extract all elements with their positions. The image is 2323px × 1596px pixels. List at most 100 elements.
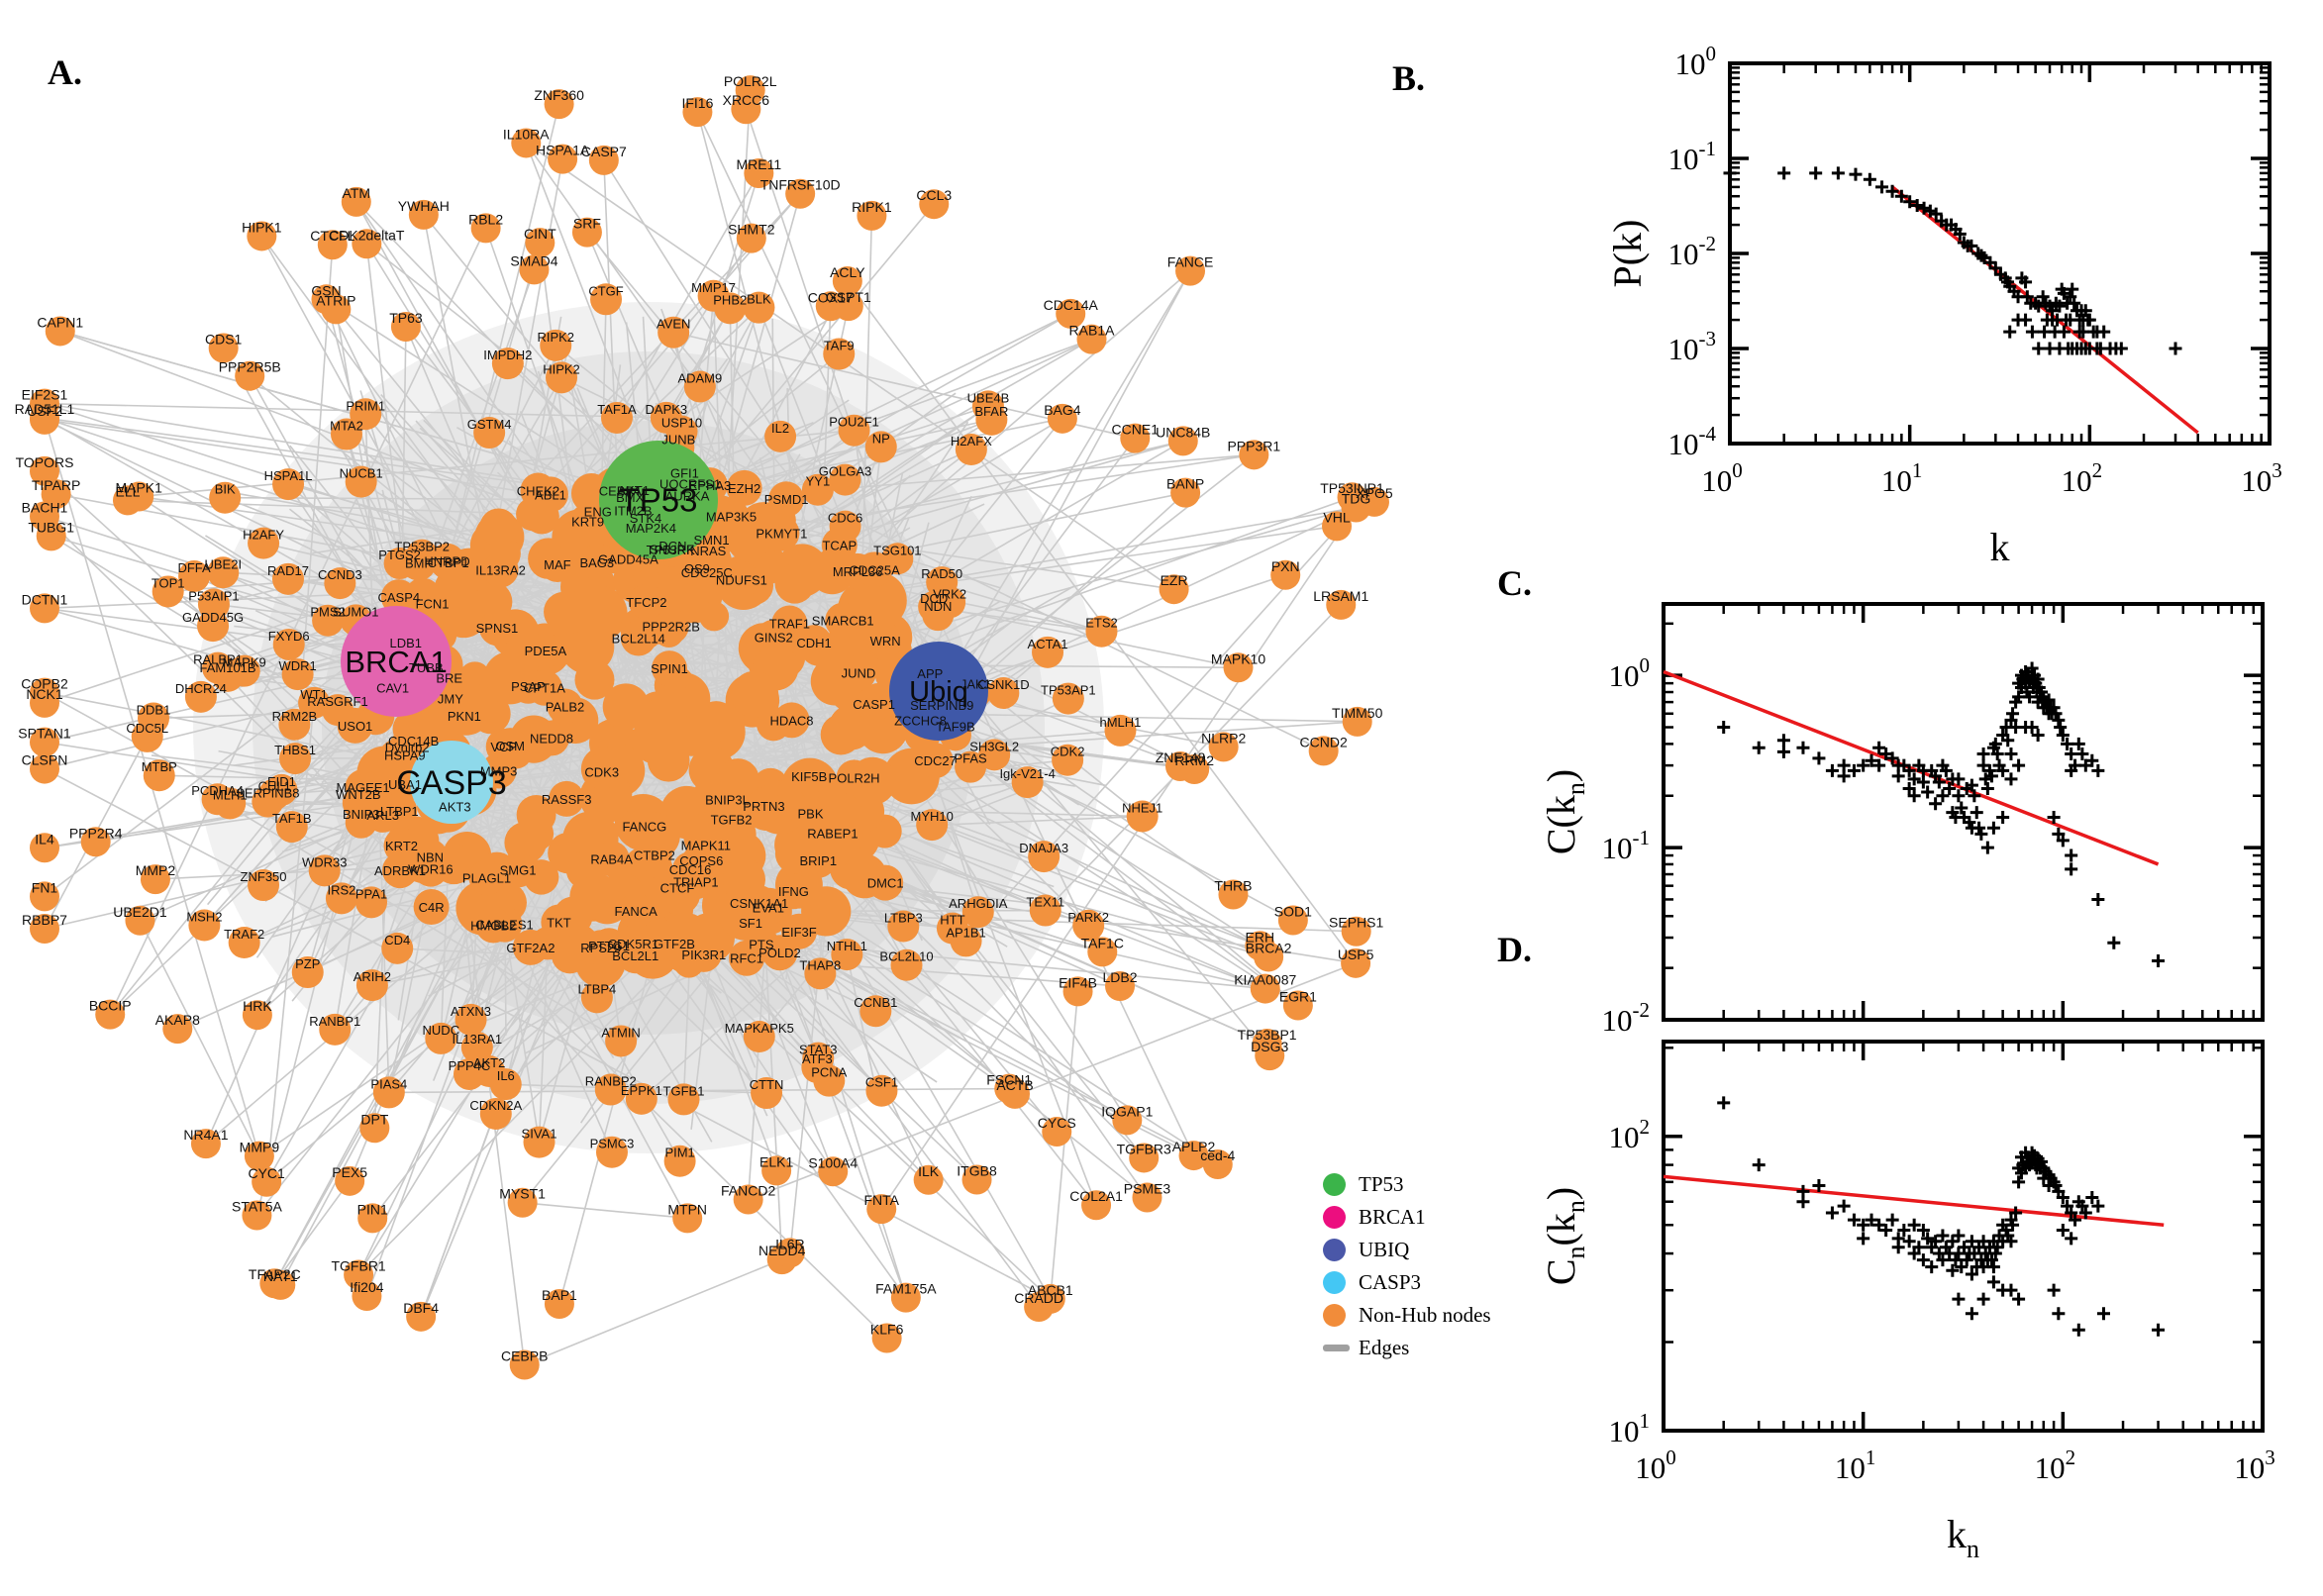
network-node	[672, 1203, 703, 1234]
network-node-label: PKN1	[448, 709, 481, 724]
network-node	[235, 360, 265, 391]
network-node-label: ZNF148	[1156, 749, 1206, 765]
network-node-label: TGFBR1	[331, 1258, 385, 1274]
network-node	[569, 876, 615, 922]
network-node	[197, 588, 230, 621]
panel-a-label: A.	[48, 52, 82, 92]
data-point	[1777, 166, 1791, 180]
network-node-label: TRIAP1	[673, 874, 719, 889]
network-node-label: EPHA3	[689, 478, 732, 493]
network-node-label: SPIN1	[651, 661, 688, 676]
data-point	[2065, 862, 2078, 876]
network-node-label: GSTM4	[467, 417, 512, 432]
network-node	[319, 1013, 352, 1046]
network-node	[821, 527, 858, 563]
network-node	[272, 628, 305, 660]
network-node-label: MMP9	[240, 1140, 280, 1155]
data-point	[2065, 1206, 2078, 1220]
network-node	[1255, 1041, 1285, 1071]
network-node-label: MMP3	[480, 764, 518, 779]
network-node-label: DSG3	[1251, 1039, 1288, 1054]
network-node	[583, 753, 620, 790]
network-node	[656, 926, 692, 962]
network-node	[1126, 800, 1159, 833]
data-point	[2001, 734, 2015, 748]
network-node-label: SEPHS1	[1329, 915, 1383, 931]
data-point	[1863, 172, 1876, 186]
network-node	[590, 283, 623, 316]
network-edge	[778, 951, 907, 1298]
data-point	[2061, 1199, 2074, 1213]
network-node-label: PPA1	[355, 886, 387, 901]
network-node-label: CSF1	[865, 1075, 898, 1090]
network-node-label: CTBP2	[634, 848, 675, 862]
network-node-label: AKT1	[617, 483, 650, 498]
network-node	[864, 431, 897, 463]
network-node-label: RBL2	[468, 211, 503, 227]
fit-line	[1663, 1174, 2165, 1227]
network-node-label: HTT	[940, 913, 964, 928]
network-node-label: Dynlrb2	[385, 741, 430, 755]
network-node	[1167, 426, 1198, 456]
network-node	[184, 680, 217, 713]
data-point	[2075, 1199, 2089, 1213]
panel-c-label: C.	[1497, 563, 1532, 603]
network-node-label: SERPINB8	[236, 786, 299, 801]
network-node-label: JMY	[438, 691, 463, 706]
network-node	[628, 583, 664, 620]
network-node	[916, 809, 949, 842]
data-point	[2056, 834, 2070, 848]
legend-label: CASP3	[1359, 1270, 1422, 1294]
network-node-label: IL4	[35, 831, 54, 847]
network-node	[131, 720, 163, 752]
data-point	[2012, 690, 2026, 704]
network-node	[713, 801, 750, 838]
network-node	[30, 753, 59, 784]
network-node	[124, 481, 154, 512]
network-node	[95, 999, 126, 1030]
network-node-label: KRT2	[385, 839, 418, 853]
network-node	[667, 1083, 700, 1116]
data-point	[1936, 1229, 1950, 1243]
hub-node-label: TP53	[620, 482, 698, 519]
network-node	[919, 189, 950, 220]
network-node-label: THAP8	[799, 957, 841, 972]
network-node	[1120, 423, 1151, 453]
network-node-label: PSAP	[511, 679, 546, 694]
network-node-label: LTBP3	[884, 911, 923, 926]
network-node	[887, 910, 920, 943]
network-node-label: ELL	[116, 483, 141, 499]
network-node	[917, 743, 954, 779]
network-node	[653, 608, 689, 645]
network-node	[676, 685, 710, 719]
network-node-label: OSM	[495, 739, 525, 753]
network-node	[511, 128, 542, 158]
network-node-label: DFFA	[177, 560, 211, 575]
network-node-label: PPP2R2B	[642, 620, 700, 635]
data-point	[1894, 189, 1908, 203]
network-node-label: BRCA2	[1246, 940, 1292, 955]
network-node-label: TCAP	[822, 539, 857, 553]
network-node-label: VHL	[1323, 509, 1350, 525]
data-point	[1965, 1267, 1978, 1281]
network-node-label: SPNS1	[476, 621, 519, 636]
data-point	[1912, 1241, 1926, 1254]
network-node-label: CDH1	[796, 636, 831, 650]
network-node	[248, 527, 280, 559]
network-node	[317, 230, 348, 260]
data-point	[1946, 1263, 1960, 1277]
network-node-label: NP	[872, 431, 890, 446]
network-node-label: PIAS4	[370, 1076, 407, 1091]
axis-tick-label: 101	[1609, 1409, 1651, 1448]
data-point	[1857, 758, 1870, 772]
network-node-label: COPB2	[21, 676, 68, 692]
network-node	[774, 563, 815, 604]
network-node-label: TAF1B	[272, 811, 312, 826]
network-node-label: DDB1	[137, 703, 171, 718]
network-node-label: DNAJA3	[1019, 841, 1068, 855]
network-node-label: ADAM9	[677, 370, 722, 385]
network-node	[774, 1238, 805, 1268]
network-node	[733, 1184, 763, 1215]
network-node	[1239, 440, 1269, 470]
